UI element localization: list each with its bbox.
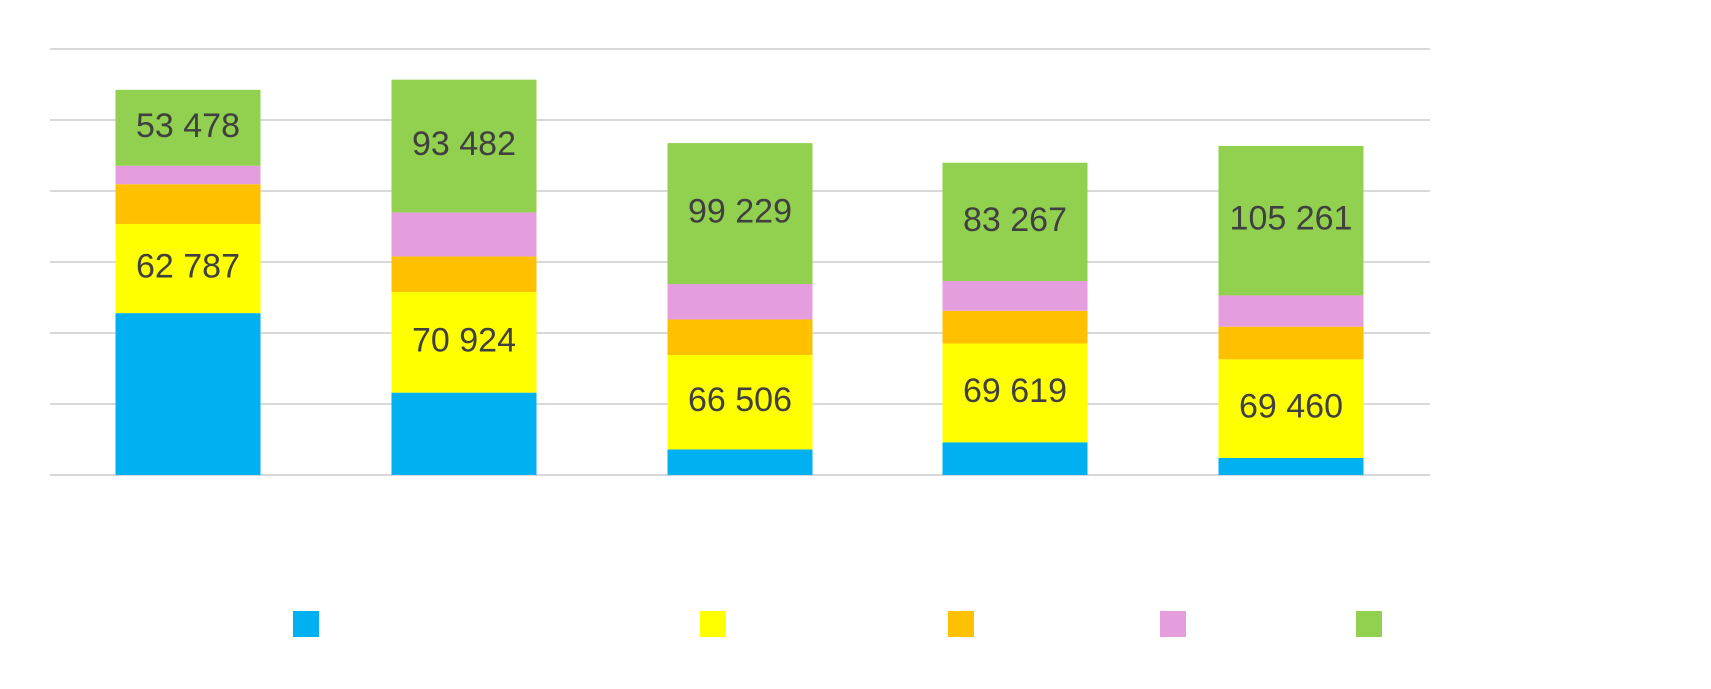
bar-segment-series-5-category-4 <box>942 162 1088 282</box>
bar-segment-series-4-category-2 <box>391 212 537 257</box>
legend-swatch-series-4 <box>1160 611 1186 637</box>
bar-segment-series-2-category-1 <box>115 223 261 314</box>
bar-segment-series-1-category-3 <box>667 449 813 475</box>
data-label-series-5-category-2: 93 482 <box>412 125 516 163</box>
bar-segment-series-5-category-3 <box>667 143 813 285</box>
legend-swatch-series-2 <box>700 611 726 637</box>
data-label-series-2-category-2: 70 924 <box>412 321 516 359</box>
data-label-series-5-category-4: 83 267 <box>963 201 1067 239</box>
data-label-series-2-category-4: 69 619 <box>963 372 1067 410</box>
bar-segment-series-2-category-3 <box>667 355 813 450</box>
bar-segment-series-3-category-1 <box>115 184 261 224</box>
legend-swatch-series-5 <box>1356 611 1382 637</box>
legend-swatch-series-1 <box>293 611 319 637</box>
bar-segment-series-2-category-4 <box>942 343 1088 443</box>
bar-segment-series-4-category-3 <box>667 284 813 320</box>
bar-segment-series-3-category-5 <box>1218 326 1364 360</box>
bar-segment-series-4-category-1 <box>115 165 261 185</box>
data-label-series-2-category-3: 66 506 <box>688 381 792 419</box>
data-label-series-5-category-1: 53 478 <box>136 107 240 145</box>
bar-segment-series-1-category-5 <box>1218 457 1364 475</box>
data-label-series-5-category-3: 99 229 <box>688 193 792 231</box>
bar-segment-series-1-category-4 <box>942 442 1088 475</box>
bars-layer <box>115 79 1364 475</box>
data-label-series-2-category-1: 62 787 <box>136 248 240 286</box>
bar-segment-series-5-category-1 <box>115 89 261 166</box>
bar-segment-series-3-category-2 <box>391 256 537 292</box>
bar-segment-series-5-category-5 <box>1218 145 1364 296</box>
data-label-series-5-category-5: 105 261 <box>1230 200 1353 238</box>
data-label-series-2-category-5: 69 460 <box>1239 388 1343 426</box>
bar-segment-series-1-category-1 <box>115 313 261 475</box>
legend-layer <box>293 611 1382 637</box>
bar-segment-series-4-category-4 <box>942 281 1088 311</box>
legend-swatch-series-3 <box>948 611 974 637</box>
labels-layer: 62 787 53 478 70 924 93 482 66 506 99 229 69 6… <box>136 107 1352 426</box>
bar-segment-series-1-category-2 <box>391 392 537 475</box>
bar-segment-series-2-category-5 <box>1218 359 1364 458</box>
bar-segment-series-5-category-2 <box>391 79 537 213</box>
bar-segment-series-2-category-2 <box>391 291 537 393</box>
bar-segment-series-3-category-4 <box>942 310 1088 344</box>
bar-segment-series-3-category-3 <box>667 319 813 356</box>
bar-segment-series-4-category-5 <box>1218 295 1364 327</box>
